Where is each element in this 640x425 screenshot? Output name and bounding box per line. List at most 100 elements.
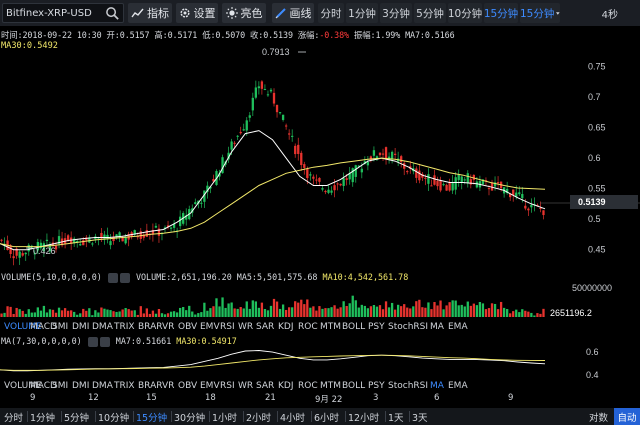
candle-body: [357, 165, 360, 167]
bottom-interval-10[interactable]: 12小时: [348, 413, 380, 424]
candle-body: [330, 190, 333, 193]
ma-close-icon[interactable]: [99, 336, 110, 347]
tab-overlay-smi[interactable]: SMI: [52, 381, 69, 391]
bottom-interval-12[interactable]: 3天: [412, 413, 428, 424]
tab-indicator-smi[interactable]: SMI: [52, 322, 69, 332]
tab-interval-3[interactable]: 5分钟: [414, 3, 446, 23]
log-scale-toggle[interactable]: 对数: [588, 413, 608, 424]
price-axis-tick-4: 0.55: [588, 184, 606, 194]
candle-body: [145, 230, 148, 237]
tab-interval-4[interactable]: 10分钟: [448, 3, 482, 23]
tab-overlay-kdj[interactable]: KDJ: [278, 381, 294, 391]
volume-bar: [315, 310, 318, 317]
tab-indicator-ma[interactable]: MA: [430, 322, 444, 332]
bottom-interval-6[interactable]: 1小时: [212, 413, 238, 424]
search-icon[interactable]: [105, 6, 120, 21]
volume-bar: [403, 304, 406, 317]
tab-indicator-vr[interactable]: VR: [162, 322, 175, 332]
tab-interval-0[interactable]: 分时: [318, 3, 344, 23]
tab-interval-1[interactable]: 1分钟: [346, 3, 378, 23]
tab-interval-2[interactable]: 3分钟: [380, 3, 412, 23]
candle-body: [88, 237, 91, 243]
tab-overlay-macd[interactable]: MACD: [30, 381, 57, 391]
tab-indicator-macd[interactable]: MACD: [30, 322, 57, 332]
tab-overlay-dma[interactable]: DMA: [92, 381, 113, 391]
tab-overlay-mtm[interactable]: MTM: [320, 381, 342, 391]
indicators-button[interactable]: 指标: [128, 3, 172, 23]
ma-chart[interactable]: 0.6 0.4: [0, 346, 640, 380]
tab-overlay-vr[interactable]: VR: [162, 381, 175, 391]
tab-overlay-wr[interactable]: WR: [238, 381, 254, 391]
volume-bar: [145, 308, 148, 317]
tab-overlay-stochrsi[interactable]: StochRSI: [388, 381, 429, 391]
tab-indicator-rsi[interactable]: RSI: [220, 322, 235, 332]
current-price-label: 0.5139: [578, 197, 606, 207]
candle-info-line: 时间:2018-09-22 10:30 开:0.5157 高:0.5171 低:…: [1, 29, 455, 40]
tab-overlay-dmi[interactable]: DMI: [72, 381, 90, 391]
tab-overlay-trix[interactable]: TRIX: [114, 381, 135, 391]
tab-indicator-obv[interactable]: OBV: [178, 322, 198, 332]
tab-overlay-volume[interactable]: VOLUME: [4, 381, 42, 391]
theme-button[interactable]: 亮色: [222, 3, 266, 23]
tab-overlay-roc[interactable]: ROC: [298, 381, 318, 391]
ma7-small-line: [0, 350, 546, 372]
draw-button[interactable]: 画线: [272, 3, 314, 23]
indicators-icon: [131, 8, 144, 17]
bottom-interval-11[interactable]: 1天: [388, 413, 404, 424]
volume-settings-icon[interactable]: [107, 272, 118, 283]
tab-indicator-mtm[interactable]: MTM: [320, 322, 342, 332]
bottom-interval-1[interactable]: 1分钟: [30, 413, 56, 424]
tab-indicator-kdj[interactable]: KDJ: [278, 322, 294, 332]
info-time: 时间:2018-09-22 10:30: [1, 30, 102, 40]
auto-scale-button[interactable]: 自动: [614, 408, 640, 425]
bottom-interval-7[interactable]: 2小时: [246, 413, 272, 424]
price-chart[interactable]: 0.750.70.650.60.550.50.45 0.5139 0.7913 …: [0, 40, 640, 270]
tab-indicator-roc[interactable]: ROC: [298, 322, 318, 332]
interval-dropdown[interactable]: 15分钟: [520, 3, 560, 23]
tab-overlay-emv[interactable]: EMV: [200, 381, 220, 391]
tab-indicator-brar[interactable]: BRAR: [138, 322, 163, 332]
tab-overlay-sar[interactable]: SAR: [256, 381, 275, 391]
volume-bar: [91, 315, 94, 317]
tab-indicator-dma[interactable]: DMA: [92, 322, 113, 332]
volume-close-icon[interactable]: [119, 272, 130, 283]
bottom-interval-9[interactable]: 6小时: [314, 413, 340, 424]
candle-body: [512, 189, 515, 196]
tab-indicator-ema[interactable]: EMA: [448, 322, 468, 332]
tab-indicator-emv[interactable]: EMV: [200, 322, 220, 332]
bottom-interval-2[interactable]: 5分钟: [64, 413, 90, 424]
tab-overlay-psy[interactable]: PSY: [368, 381, 385, 391]
tab-interval-5[interactable]: 15分钟: [484, 3, 518, 23]
ma-settings-icon[interactable]: [87, 336, 98, 347]
symbol-search-box[interactable]: Bitfinex-XRP-USD: [2, 3, 124, 23]
tab-indicator-volume[interactable]: VOLUME: [4, 322, 42, 332]
candle-body: [524, 205, 527, 209]
bottom-interval-5[interactable]: 30分钟: [174, 413, 206, 424]
tab-indicator-boll[interactable]: BOLL: [342, 322, 366, 332]
bottom-interval-4[interactable]: 15分钟: [136, 413, 168, 424]
volume-bar: [24, 313, 27, 317]
bottom-separator: [61, 411, 62, 422]
tab-indicator-wr[interactable]: WR: [238, 322, 254, 332]
bottom-interval-3[interactable]: 10分钟: [98, 413, 130, 424]
settings-button[interactable]: 设置: [176, 3, 218, 23]
tab-indicator-stochrsi[interactable]: StochRSI: [388, 322, 429, 332]
candle-body: [257, 86, 261, 89]
volume-bar: [502, 307, 506, 317]
bottom-interval-8[interactable]: 4小时: [280, 413, 306, 424]
tab-overlay-obv[interactable]: OBV: [178, 381, 198, 391]
tab-overlay-brar[interactable]: BRAR: [138, 381, 163, 391]
tab-indicator-sar[interactable]: SAR: [256, 322, 275, 332]
volume-bar: [15, 307, 18, 317]
tab-indicator-trix[interactable]: TRIX: [114, 322, 135, 332]
tab-overlay-rsi[interactable]: RSI: [220, 381, 235, 391]
volume-bar: [288, 307, 291, 317]
tab-overlay-boll[interactable]: BOLL: [342, 381, 366, 391]
tab-overlay-ema[interactable]: EMA: [448, 381, 468, 391]
tab-overlay-ma[interactable]: MA: [430, 381, 444, 391]
candle-body: [436, 180, 439, 187]
tab-indicator-dmi[interactable]: DMI: [72, 322, 90, 332]
volume-chart[interactable]: 50000000 2651196.2: [0, 283, 640, 319]
tab-indicator-psy[interactable]: PSY: [368, 322, 385, 332]
bottom-interval-0[interactable]: 分时: [4, 413, 24, 424]
